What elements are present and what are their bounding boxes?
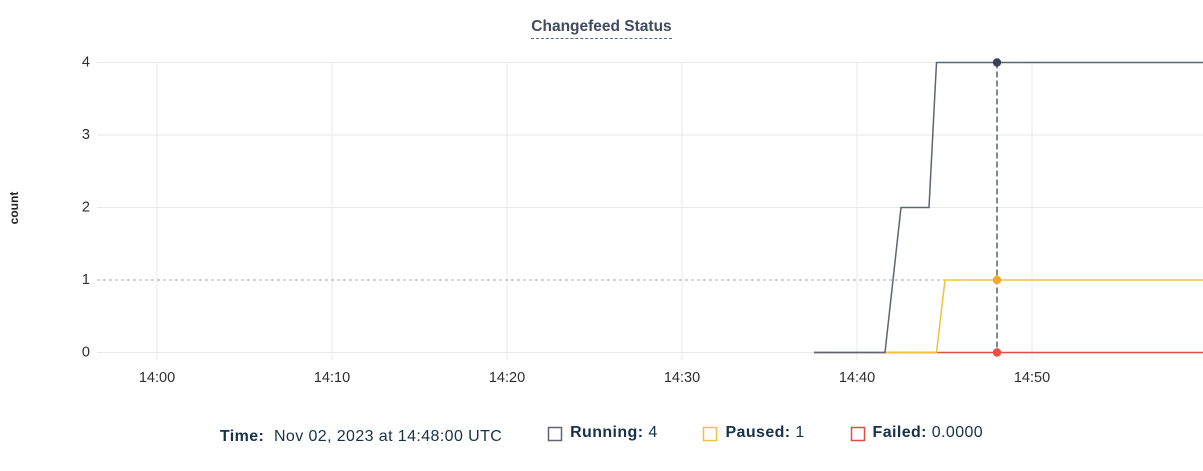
- svg-text:2: 2: [82, 200, 90, 216]
- svg-text:14:30: 14:30: [664, 370, 700, 386]
- svg-text:14:40: 14:40: [839, 370, 875, 386]
- svg-text:4: 4: [82, 55, 90, 71]
- svg-text:14:00: 14:00: [139, 370, 175, 386]
- svg-text:1: 1: [82, 272, 90, 288]
- svg-text:14:10: 14:10: [314, 370, 350, 386]
- svg-text:14:20: 14:20: [489, 370, 525, 386]
- svg-text:14:50: 14:50: [1014, 370, 1050, 386]
- svg-text:0: 0: [82, 345, 90, 361]
- svg-text:3: 3: [82, 127, 90, 143]
